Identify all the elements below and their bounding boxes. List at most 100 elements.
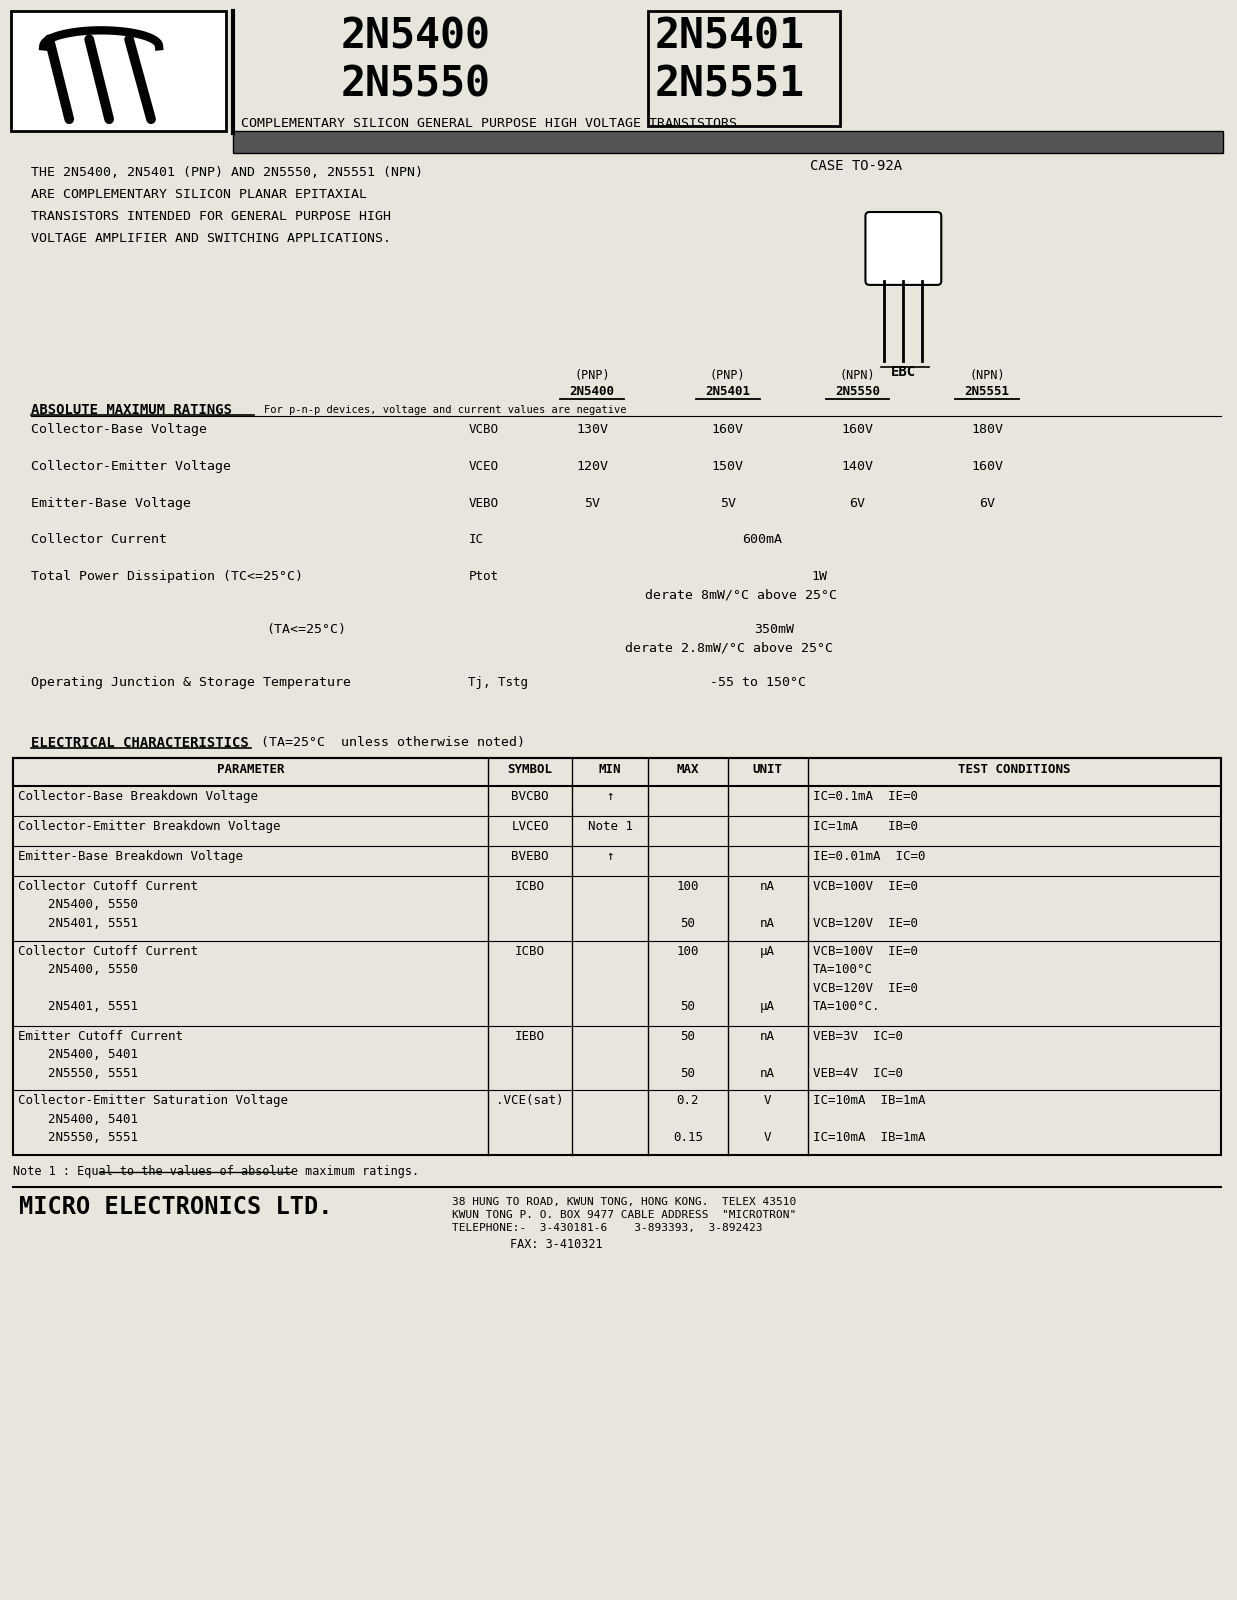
Text: (NPN): (NPN) bbox=[840, 368, 876, 382]
Text: IE=0.01mA  IC=0: IE=0.01mA IC=0 bbox=[813, 850, 925, 862]
Text: MICRO ELECTRONICS LTD.: MICRO ELECTRONICS LTD. bbox=[20, 1195, 333, 1219]
Text: Collector Cutoff Current
    2N5400, 5550

    2N5401, 5551: Collector Cutoff Current 2N5400, 5550 2N… bbox=[19, 944, 198, 1013]
Text: Operating Junction & Storage Temperature: Operating Junction & Storage Temperature bbox=[31, 677, 351, 690]
Text: VCBO: VCBO bbox=[469, 422, 499, 435]
Text: derate 2.8mW/°C above 25°C: derate 2.8mW/°C above 25°C bbox=[625, 642, 833, 654]
Text: ABSOLUTE MAXIMUM RATINGS: ABSOLUTE MAXIMUM RATINGS bbox=[31, 403, 233, 416]
Text: (TA=25°C  unless otherwise noted): (TA=25°C unless otherwise noted) bbox=[261, 736, 524, 749]
Text: 160V: 160V bbox=[971, 459, 1003, 472]
Text: Collector Current: Collector Current bbox=[31, 533, 167, 547]
Text: μA


μA: μA μA bbox=[761, 944, 776, 1013]
Text: 1W: 1W bbox=[811, 570, 828, 584]
Text: .VCE(sat): .VCE(sat) bbox=[496, 1094, 564, 1107]
Text: 140V: 140V bbox=[841, 459, 873, 472]
Text: SYMBOL: SYMBOL bbox=[507, 763, 553, 776]
Text: (PNP): (PNP) bbox=[710, 368, 746, 382]
Text: Emitter-Base Breakdown Voltage: Emitter-Base Breakdown Voltage bbox=[19, 850, 244, 862]
Text: MIN: MIN bbox=[599, 763, 621, 776]
Text: 100


50: 100 50 bbox=[677, 944, 699, 1013]
Text: IC: IC bbox=[469, 533, 484, 547]
Text: VEB=3V  IC=0

VEB=4V  IC=0: VEB=3V IC=0 VEB=4V IC=0 bbox=[813, 1030, 903, 1080]
Text: TEST CONDITIONS: TEST CONDITIONS bbox=[957, 763, 1070, 776]
Text: 5V: 5V bbox=[720, 496, 736, 509]
Text: 50

50: 50 50 bbox=[680, 1030, 695, 1080]
Text: CASE TO-92A: CASE TO-92A bbox=[809, 158, 902, 173]
Text: IC=10mA  IB=1mA

IC=10mA  IB=1mA: IC=10mA IB=1mA IC=10mA IB=1mA bbox=[813, 1094, 925, 1144]
Text: ICBO: ICBO bbox=[515, 880, 546, 893]
Text: derate 8mW/°C above 25°C: derate 8mW/°C above 25°C bbox=[644, 589, 837, 602]
Text: ICBO: ICBO bbox=[515, 944, 546, 958]
Text: Emitter-Base Voltage: Emitter-Base Voltage bbox=[31, 496, 192, 509]
Text: Note 1: Note 1 bbox=[588, 819, 632, 834]
Text: THE 2N5400, 2N5401 (PNP) AND 2N5550, 2N5551 (NPN): THE 2N5400, 2N5401 (PNP) AND 2N5550, 2N5… bbox=[31, 166, 423, 179]
Text: ARE COMPLEMENTARY SILICON PLANAR EPITAXIAL: ARE COMPLEMENTARY SILICON PLANAR EPITAXI… bbox=[31, 189, 367, 202]
FancyBboxPatch shape bbox=[866, 213, 941, 285]
Text: 180V: 180V bbox=[971, 422, 1003, 435]
Text: IC=0.1mA  IE=0: IC=0.1mA IE=0 bbox=[813, 790, 918, 803]
Text: 2N5400: 2N5400 bbox=[340, 16, 491, 58]
Text: UNIT: UNIT bbox=[752, 763, 783, 776]
Text: IC=1mA    IB=0: IC=1mA IB=0 bbox=[813, 819, 918, 834]
Bar bbox=[648, 11, 840, 126]
Text: V

V: V V bbox=[764, 1094, 772, 1144]
Text: 2N5550: 2N5550 bbox=[340, 64, 491, 106]
Text: MAX: MAX bbox=[677, 763, 699, 776]
Text: 0.2

0.15: 0.2 0.15 bbox=[673, 1094, 703, 1144]
Text: Note 1 : Equal to the values of absolute maximum ratings.: Note 1 : Equal to the values of absolute… bbox=[14, 1165, 419, 1178]
Text: BVEBO: BVEBO bbox=[511, 850, 549, 862]
Text: Collector-Base Breakdown Voltage: Collector-Base Breakdown Voltage bbox=[19, 790, 259, 803]
Text: 6V: 6V bbox=[850, 496, 866, 509]
Text: 5V: 5V bbox=[584, 496, 600, 509]
Text: Ptot: Ptot bbox=[469, 570, 499, 584]
Text: 160V: 160V bbox=[841, 422, 873, 435]
Text: VCB=100V  IE=0
TA=100°C
VCB=120V  IE=0
TA=100°C.: VCB=100V IE=0 TA=100°C VCB=120V IE=0 TA=… bbox=[813, 944, 918, 1013]
Text: 120V: 120V bbox=[576, 459, 609, 472]
Text: Collector-Base Voltage: Collector-Base Voltage bbox=[31, 422, 208, 435]
Text: PARAMETER: PARAMETER bbox=[216, 763, 285, 776]
Text: Collector-Emitter Voltage: Collector-Emitter Voltage bbox=[31, 459, 231, 472]
Bar bbox=[14, 758, 1221, 786]
Text: KWUN TONG P. O. BOX 9477 CABLE ADDRESS  "MICROTRON": KWUN TONG P. O. BOX 9477 CABLE ADDRESS "… bbox=[453, 1210, 797, 1221]
Text: TRANSISTORS INTENDED FOR GENERAL PURPOSE HIGH: TRANSISTORS INTENDED FOR GENERAL PURPOSE… bbox=[31, 210, 391, 222]
Text: Total Power Dissipation (TC<=25°C): Total Power Dissipation (TC<=25°C) bbox=[31, 570, 303, 584]
Text: ↑: ↑ bbox=[606, 790, 614, 803]
Text: Collector-Emitter Saturation Voltage
    2N5400, 5401
    2N5550, 5551: Collector-Emitter Saturation Voltage 2N5… bbox=[19, 1094, 288, 1144]
Text: 38 HUNG TO ROAD, KWUN TONG, HONG KONG.  TELEX 43510: 38 HUNG TO ROAD, KWUN TONG, HONG KONG. T… bbox=[453, 1197, 797, 1208]
Text: 150V: 150V bbox=[711, 459, 743, 472]
Text: TELEPHONE:-  3-430181-6    3-893393,  3-892423: TELEPHONE:- 3-430181-6 3-893393, 3-89242… bbox=[453, 1224, 763, 1234]
Text: (TA<=25°C): (TA<=25°C) bbox=[266, 624, 346, 637]
Text: nA

nA: nA nA bbox=[761, 880, 776, 930]
Text: Emitter Cutoff Current
    2N5400, 5401
    2N5550, 5551: Emitter Cutoff Current 2N5400, 5401 2N55… bbox=[19, 1030, 183, 1080]
Text: (PNP): (PNP) bbox=[574, 368, 610, 382]
Text: 2N5551: 2N5551 bbox=[965, 384, 1009, 398]
Text: 2N5551: 2N5551 bbox=[654, 64, 805, 106]
Text: BVCBO: BVCBO bbox=[511, 790, 549, 803]
Text: 100

50: 100 50 bbox=[677, 880, 699, 930]
Text: VOLTAGE AMPLIFIER AND SWITCHING APPLICATIONS.: VOLTAGE AMPLIFIER AND SWITCHING APPLICAT… bbox=[31, 232, 391, 245]
Text: ↑: ↑ bbox=[606, 850, 614, 862]
Bar bbox=[14, 758, 1221, 1155]
Text: EBC: EBC bbox=[891, 365, 915, 379]
Text: VCEO: VCEO bbox=[469, 459, 499, 472]
Text: FAX: 3-410321: FAX: 3-410321 bbox=[510, 1238, 602, 1251]
Text: 160V: 160V bbox=[711, 422, 743, 435]
Text: 2N5550: 2N5550 bbox=[835, 384, 880, 398]
Text: -55 to 150°C: -55 to 150°C bbox=[710, 677, 805, 690]
Text: LVCEO: LVCEO bbox=[511, 819, 549, 834]
Text: VCB=100V  IE=0

VCB=120V  IE=0: VCB=100V IE=0 VCB=120V IE=0 bbox=[813, 880, 918, 930]
Text: ELECTRICAL CHARACTERISTICS: ELECTRICAL CHARACTERISTICS bbox=[31, 736, 249, 750]
Text: IEBO: IEBO bbox=[515, 1030, 546, 1043]
Text: Collector-Emitter Breakdown Voltage: Collector-Emitter Breakdown Voltage bbox=[19, 819, 281, 834]
Text: COMPLEMENTARY SILICON GENERAL PURPOSE HIGH VOLTAGE TRANSISTORS: COMPLEMENTARY SILICON GENERAL PURPOSE HI… bbox=[241, 117, 737, 130]
Bar bbox=[233, 131, 1222, 154]
Text: Tj, Tstg: Tj, Tstg bbox=[469, 677, 528, 690]
Text: VEBO: VEBO bbox=[469, 496, 499, 509]
Text: 2N5401: 2N5401 bbox=[705, 384, 751, 398]
Text: 600mA: 600mA bbox=[742, 533, 782, 547]
Text: 2N5401: 2N5401 bbox=[654, 16, 805, 58]
Text: Collector Cutoff Current
    2N5400, 5550
    2N5401, 5551: Collector Cutoff Current 2N5400, 5550 2N… bbox=[19, 880, 198, 930]
Text: 6V: 6V bbox=[980, 496, 996, 509]
Text: nA

nA: nA nA bbox=[761, 1030, 776, 1080]
Bar bbox=[11, 11, 226, 131]
Text: For p-n-p devices, voltage and current values are negative: For p-n-p devices, voltage and current v… bbox=[263, 405, 626, 414]
